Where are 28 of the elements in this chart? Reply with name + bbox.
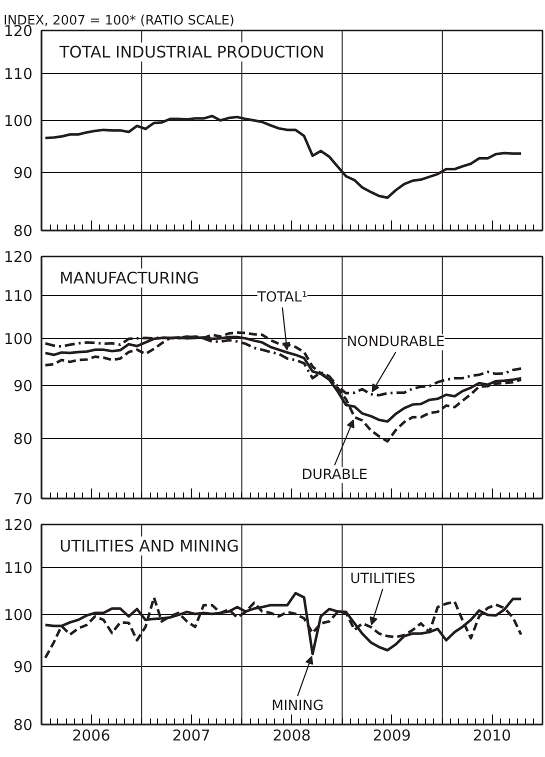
annotation: TOTAL¹: [256, 290, 308, 306]
x-tick-label: 2009: [372, 726, 411, 744]
y-tick-label: 100: [4, 330, 33, 348]
annotation: NONDURABLE: [346, 334, 445, 350]
y-tick-label: 100: [4, 606, 33, 624]
y-tick-label: 120: [4, 516, 33, 534]
y-tick-label: 110: [4, 287, 33, 306]
x-tick-label: 2010: [472, 726, 512, 744]
x-tick-label: 2006: [72, 726, 110, 744]
y-tick-label: 70: [13, 490, 33, 508]
annotation: DURABLE: [302, 467, 368, 484]
annotation: MINING: [272, 698, 324, 714]
y-tick-label: 80: [13, 222, 33, 240]
y-tick-label: 110: [4, 558, 33, 577]
annotation: UTILITIES: [350, 570, 416, 587]
y-tick-label: 120: [4, 248, 33, 266]
x-tick-label: 2008: [272, 726, 311, 744]
y-tick-label: 110: [4, 64, 33, 83]
text: MANUFACTURING: [60, 268, 200, 288]
y-tick-label: 90: [13, 658, 33, 676]
y-tick-label: 90: [13, 377, 33, 396]
y-tick-label: 80: [13, 716, 33, 734]
text: TOTAL INDUSTRIAL PRODUCTION: [58, 42, 324, 62]
y-tick-label: 100: [4, 112, 33, 130]
x-tick-label: 2007: [172, 726, 210, 744]
text: UTILITIES AND MINING: [60, 536, 240, 556]
y-tick-label: 90: [13, 164, 33, 182]
y-tick-label: 80: [13, 430, 33, 448]
